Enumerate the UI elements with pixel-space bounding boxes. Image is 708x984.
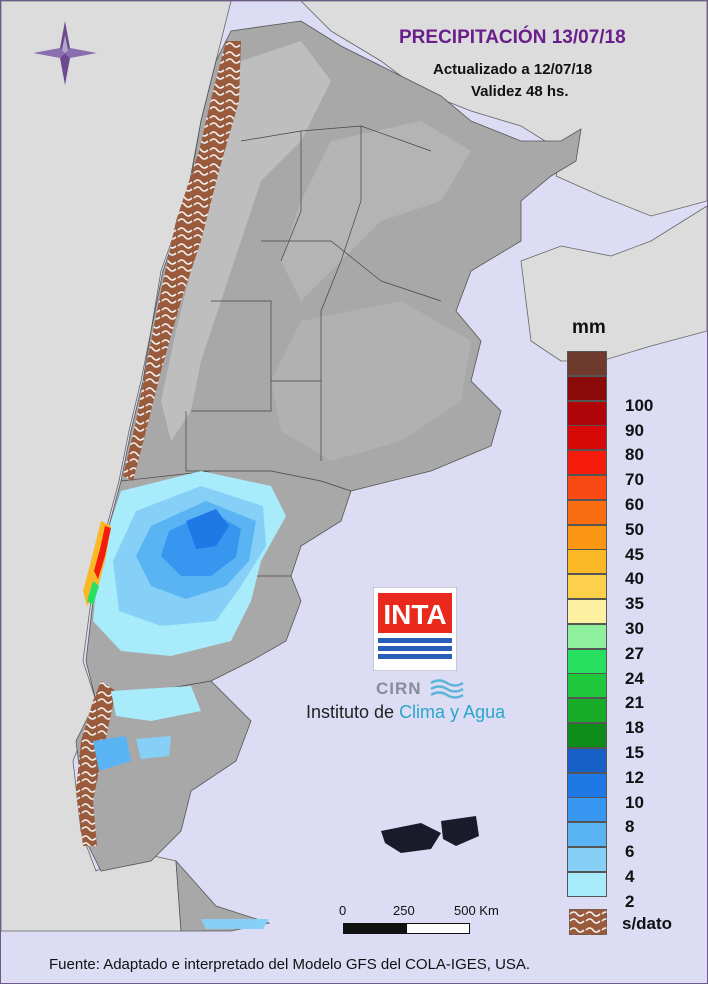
source-footer: Fuente: Adaptado e interpretado del Mode… — [49, 956, 531, 973]
legend-unit: mm — [572, 317, 606, 338]
legend-tick-label: 40 — [625, 569, 644, 589]
no-data-band-south — [76, 681, 116, 846]
neighbour-land — [1, 1, 707, 217]
legend-tick-label: 6 — [625, 842, 635, 862]
legend-swatch — [567, 698, 607, 724]
inta-logo-icon: INTA — [373, 587, 457, 671]
legend-tick-label: 60 — [625, 495, 644, 514]
legend-swatch — [567, 723, 607, 748]
legend-swatch — [567, 648, 607, 674]
legend-swatch — [567, 747, 607, 773]
no-data-swatch — [569, 909, 607, 935]
legend-swatch — [567, 623, 607, 649]
legend-swatch — [567, 549, 607, 575]
legend-tick-label: 15 — [625, 743, 644, 762]
legend-tick-label: 30 — [625, 619, 644, 638]
legend-tick-label: 80 — [625, 445, 644, 465]
scale-label-500: 500 Km — [454, 903, 499, 918]
legend-tick-label: 10 — [625, 792, 644, 812]
legend-tick-label: 2 — [625, 891, 635, 911]
legend-swatch — [567, 351, 607, 376]
no-data-label: s/dato — [622, 914, 673, 933]
legend-colorbar — [567, 351, 607, 897]
legend-swatch — [567, 400, 607, 426]
legend-tick-label: 50 — [625, 519, 644, 539]
precip-tdf — [201, 919, 269, 929]
svg-text:INTA: INTA — [383, 599, 446, 630]
falkland-islands — [381, 816, 479, 853]
legend-swatch — [567, 772, 607, 798]
precip-10 — [186, 509, 229, 549]
legend-tick-label: 8 — [625, 817, 635, 837]
legend-swatch — [567, 499, 607, 525]
validity-label: Validez 48 hs. — [471, 83, 569, 100]
legend-swatch — [567, 822, 607, 848]
legend-swatch — [567, 375, 607, 401]
map-title: PRECIPITACIÓN 13/07/18 — [399, 27, 626, 48]
scale-label-250: 250 — [393, 903, 415, 918]
legend-swatch — [567, 450, 607, 476]
legend-tick-label: 45 — [625, 544, 644, 564]
legend-swatch — [567, 847, 607, 872]
legend-tick-label: 100 — [625, 395, 654, 415]
legend-tick-label: 12 — [625, 767, 644, 787]
institute-highlight: Clima y Agua — [399, 702, 506, 722]
legend-tick-label: 35 — [625, 594, 644, 614]
institute-prefix: Instituto de — [306, 702, 400, 722]
water-waves-icon — [430, 679, 464, 699]
precip-small-3 — [136, 736, 171, 759]
legend-swatch — [567, 524, 607, 550]
legend-swatch — [567, 574, 607, 600]
no-data-band — [123, 41, 241, 481]
legend-tick-label: 18 — [625, 718, 644, 738]
legend-tick-label: 4 — [625, 867, 635, 886]
legend-tick-label: 24 — [625, 668, 644, 688]
cirn-label: CIRN — [376, 679, 422, 698]
compass-rose-icon — [33, 21, 97, 85]
legend-swatch — [567, 425, 607, 451]
scale-label-0: 0 — [339, 903, 347, 918]
legend-tick-label: 21 — [625, 693, 644, 713]
precip-small-1 — [111, 686, 201, 721]
legend-swatch — [567, 475, 607, 500]
legend-tick-label: 27 — [625, 643, 644, 663]
legend-swatch — [567, 797, 607, 823]
legend-swatch — [567, 871, 607, 897]
precip-small-2 — [93, 736, 131, 771]
uruguay-brazil-land — [520, 205, 707, 362]
institute-name: Instituto de Clima y Agua — [306, 702, 505, 723]
legend-tick-label: 70 — [625, 470, 644, 490]
updated-label: Actualizado a 12/07/18 — [433, 61, 593, 78]
legend-swatch — [567, 673, 607, 699]
legend-swatch — [567, 599, 607, 624]
legend-tick-label: 90 — [625, 420, 644, 440]
